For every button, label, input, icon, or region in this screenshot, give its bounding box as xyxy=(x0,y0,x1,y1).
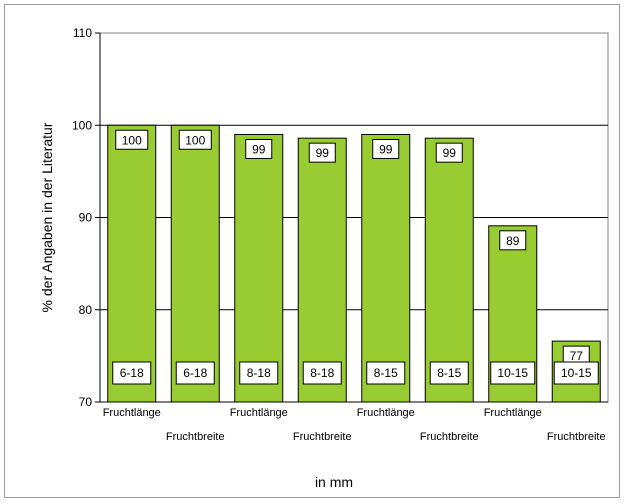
x-tick-label: Fruchtbreite xyxy=(420,431,479,443)
x-axis-label: in mm xyxy=(315,474,353,490)
axes: 70 80 90 100 110 Fruchtlänge Fruchtbreite Fruch… xyxy=(72,26,608,443)
y-tick-label: 110 xyxy=(73,26,92,40)
value-label-box xyxy=(308,142,336,163)
value-label: 99 xyxy=(316,146,330,160)
value-label: 77 xyxy=(570,349,584,363)
range-label-box xyxy=(429,361,469,385)
bar xyxy=(107,124,157,403)
value-label: 100 xyxy=(122,133,142,147)
bar xyxy=(170,124,220,403)
range-label-box xyxy=(366,361,406,385)
value-label-box xyxy=(245,138,273,159)
value-label: 99 xyxy=(443,146,457,160)
value-label: 99 xyxy=(379,142,393,156)
range-label: 8-15 xyxy=(437,366,461,380)
range-label: 6-18 xyxy=(183,366,207,380)
x-tick-label: Fruchtlänge xyxy=(230,407,288,419)
chart-frame xyxy=(4,4,620,498)
x-tick-label: Fruchtbreite xyxy=(293,431,352,443)
y-tick-label: 100 xyxy=(72,118,92,132)
data-labels: 100 6-18 100 6-18 99 8-18 99 8-18 99 8-15 99 8-15 89… xyxy=(112,129,599,385)
range-label-box xyxy=(175,361,215,385)
y-tick-label: 70 xyxy=(79,395,93,409)
value-label-box xyxy=(499,230,527,251)
bar xyxy=(234,133,284,403)
value-label: 89 xyxy=(506,234,520,248)
value-label-box xyxy=(115,129,149,150)
x-tick-label: Fruchtlänge xyxy=(103,407,161,419)
value-label: 100 xyxy=(185,133,205,147)
value-label-box xyxy=(435,142,463,163)
y-tick-label: 90 xyxy=(79,211,93,225)
bars xyxy=(107,124,601,403)
range-label: 10-15 xyxy=(497,366,528,380)
range-label-box xyxy=(490,361,536,385)
range-label: 8-15 xyxy=(374,366,398,380)
x-tick-label: Fruchtbreite xyxy=(547,431,606,443)
y-axis-label: % der Angaben in der Literatur xyxy=(39,122,55,312)
range-label-box xyxy=(553,361,599,385)
x-tick-label: Fruchtbreite xyxy=(166,431,225,443)
bar xyxy=(297,137,347,403)
range-label: 8-18 xyxy=(247,366,271,380)
range-label: 6-18 xyxy=(120,366,144,380)
range-label: 8-18 xyxy=(310,366,334,380)
x-tick-label: Fruchtlänge xyxy=(357,407,415,419)
range-label: 10-15 xyxy=(561,366,592,380)
bar xyxy=(424,137,474,403)
value-label: 99 xyxy=(252,142,266,156)
x-tick-label: Fruchtlänge xyxy=(484,407,542,419)
value-label-box xyxy=(372,138,400,159)
y-tick-label: 80 xyxy=(79,303,93,317)
value-label-box xyxy=(178,129,212,150)
range-label-box xyxy=(239,361,279,385)
range-label-box xyxy=(112,361,152,385)
range-label-box xyxy=(302,361,342,385)
